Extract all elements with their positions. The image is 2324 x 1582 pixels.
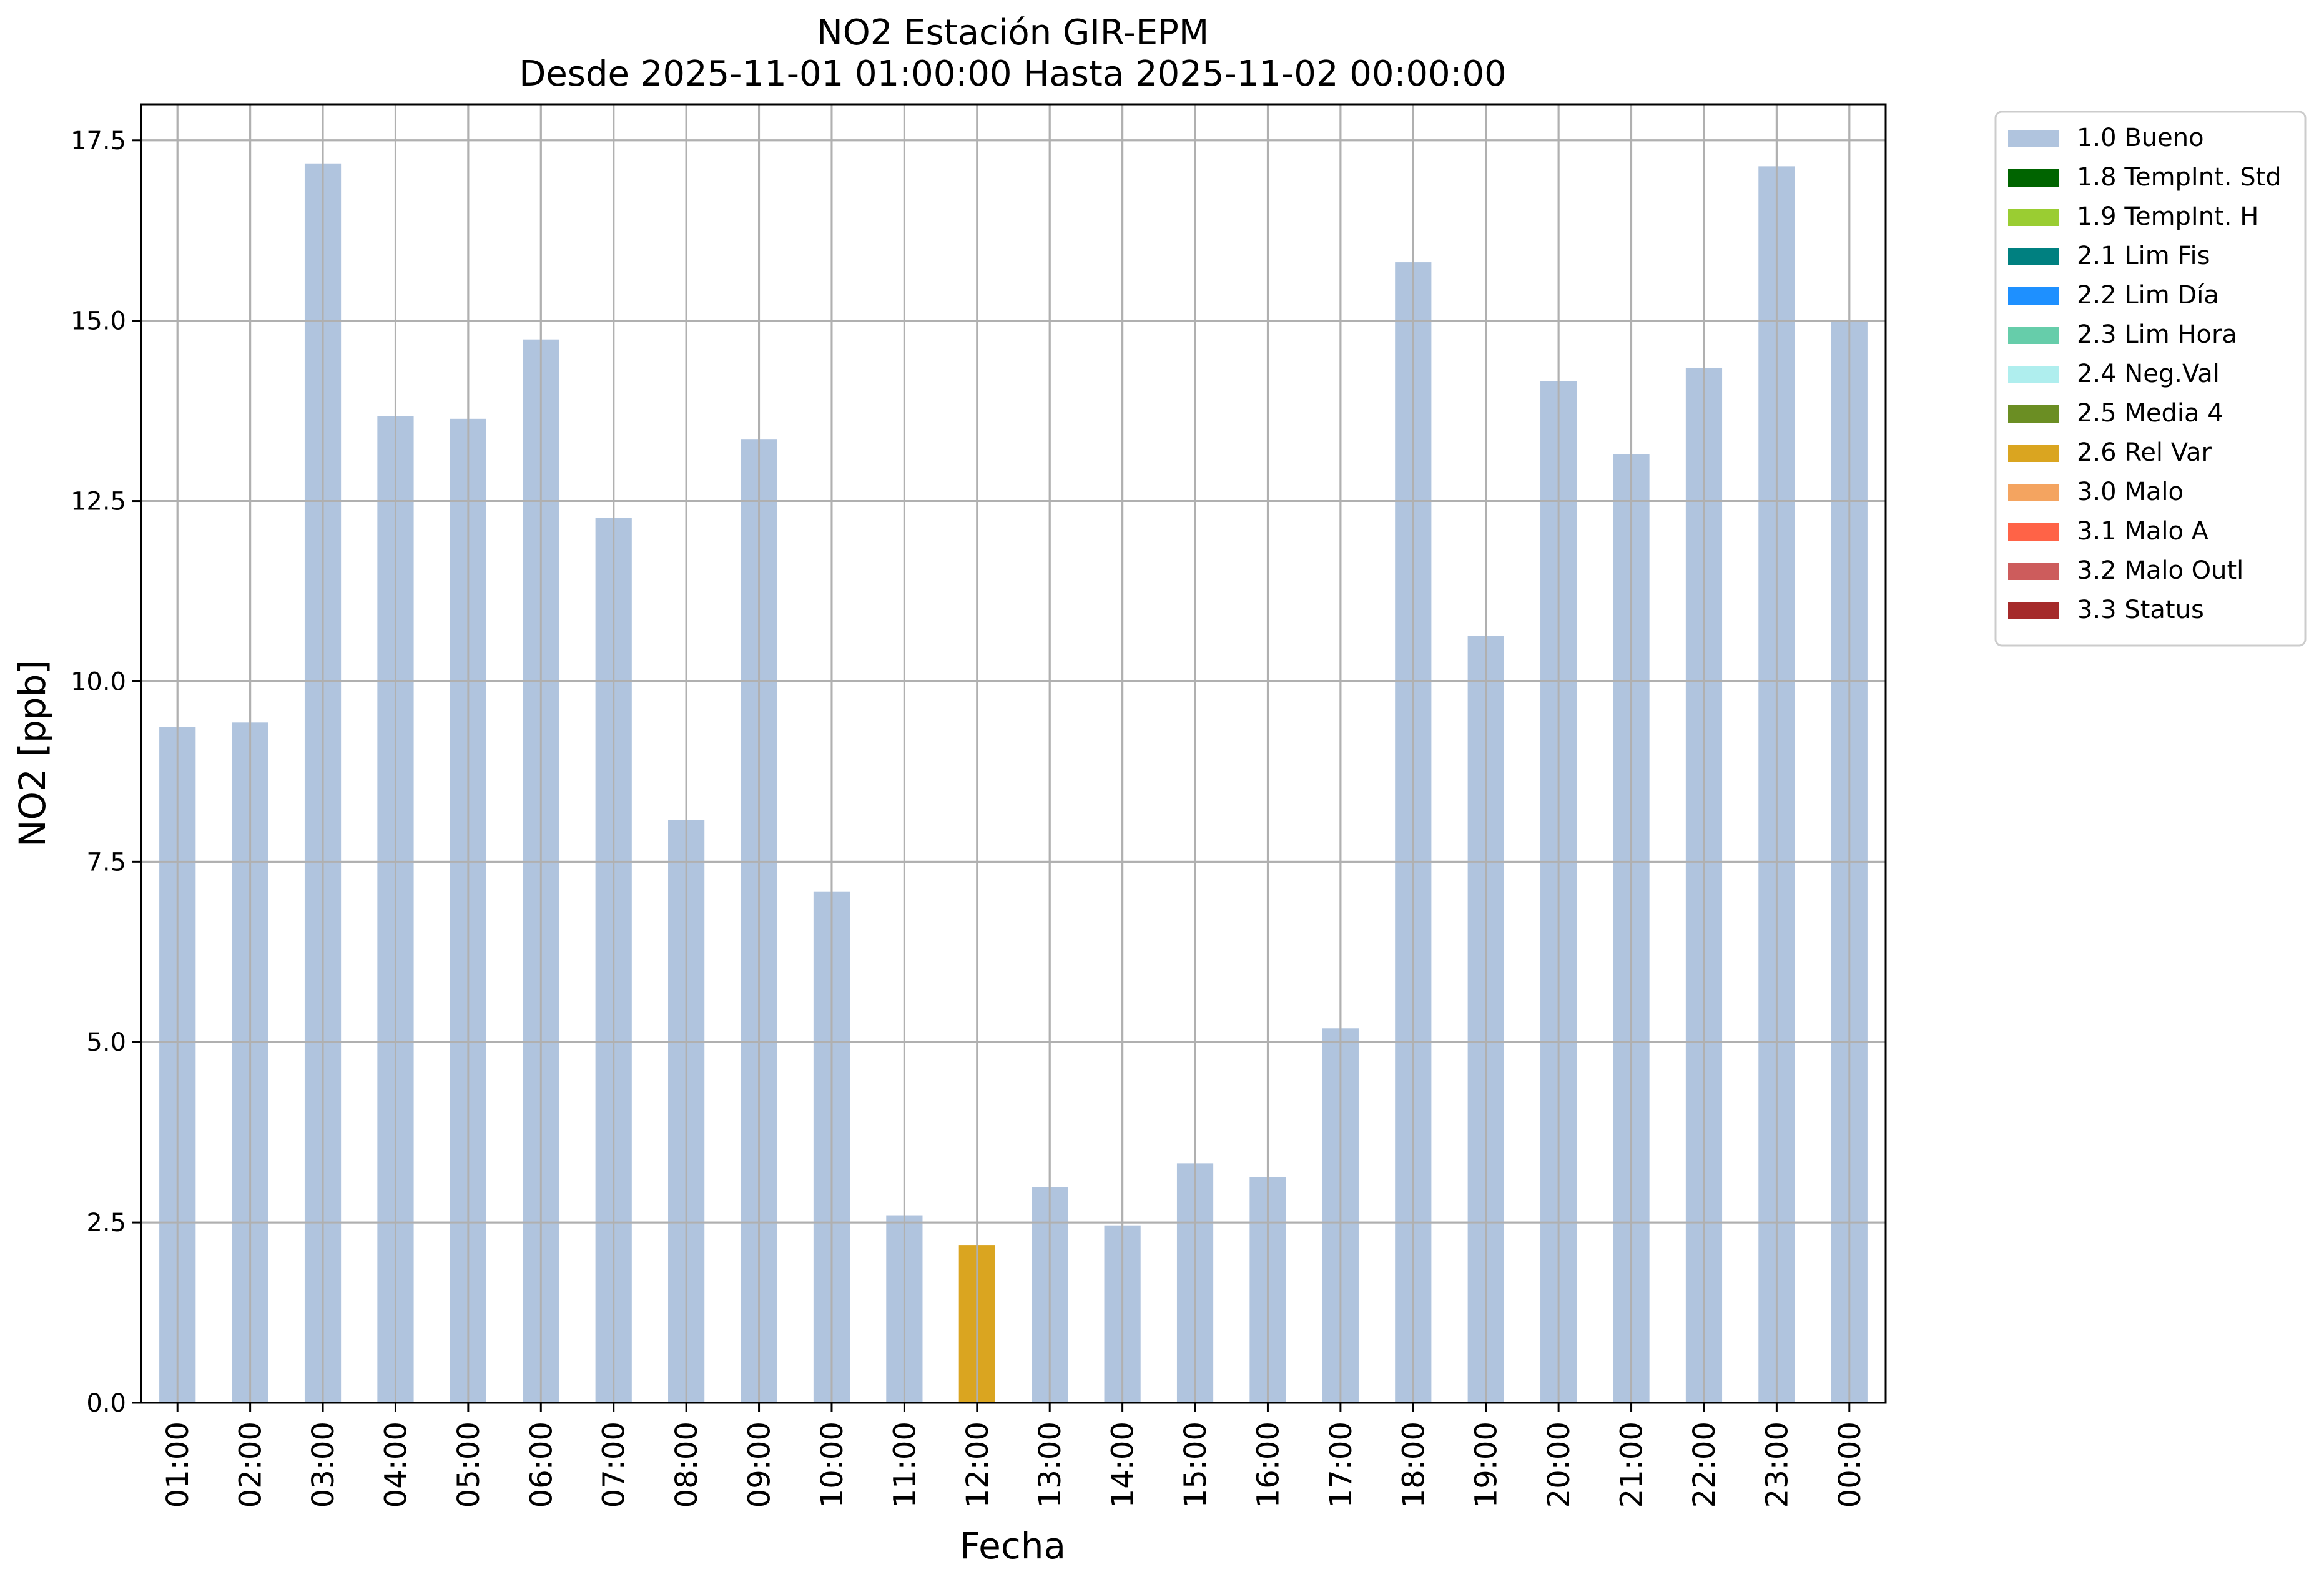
y-tick-label: 5.0 [86,1028,126,1057]
legend-swatch [2008,327,2059,344]
x-tick-label: 04:00 [378,1422,413,1508]
legend-label: 3.0 Malo [2077,478,2184,506]
legend-box [1994,111,2307,647]
x-tick-label: 22:00 [1687,1422,1722,1508]
x-tick-label: 23:00 [1760,1422,1795,1508]
legend-label: 2.4 Neg.Val [2077,360,2220,388]
x-tick-label: 11:00 [887,1422,922,1508]
y-tick-label: 15.0 [71,307,126,336]
y-axis-label: NO2 [ppb] [11,660,54,847]
x-tick-label: 07:00 [597,1422,632,1508]
legend-label: 2.2 Lim Día [2077,281,2219,310]
legend-label: 3.2 Malo Outl [2077,556,2243,585]
x-tick-label: 10:00 [815,1422,850,1508]
legend-swatch [2008,405,2059,423]
y-tick-label: 17.5 [71,127,126,155]
legend-swatch [2008,130,2059,147]
legend-label: 2.1 Lim Fis [2077,242,2210,270]
x-tick-label: 08:00 [669,1422,704,1508]
y-tick-label: 12.5 [71,488,126,516]
x-tick-label: 17:00 [1324,1422,1359,1508]
legend-swatch [2008,602,2059,619]
legend-label: 2.3 Lim Hora [2077,320,2237,349]
y-tick-label: 2.5 [86,1209,126,1237]
x-tick-label: 03:00 [306,1422,341,1508]
legend-label: 2.6 Rel Var [2077,438,2212,467]
x-tick-label: 20:00 [1542,1422,1577,1508]
x-tick-label: 02:00 [234,1422,268,1508]
legend-label: 3.1 Malo A [2077,517,2209,546]
legend-swatch [2008,209,2059,226]
x-tick-label: 12:00 [960,1422,995,1508]
x-tick-label: 14:00 [1106,1422,1141,1508]
y-axis-ticks: 0.0 2.5 5.0 7.5 10.0 12.5 15.0 17.5 [71,127,141,1418]
chart-title: NO2 Estación GIR-EPM [817,12,1209,53]
legend-swatch [2008,169,2059,187]
y-tick-label: 10.0 [71,667,126,696]
legend-swatch [2008,248,2059,265]
legend-swatch [2008,287,2059,305]
legend-swatch [2008,366,2059,383]
plot-frame [140,103,1887,1404]
x-axis-label: Fecha [960,1525,1066,1567]
x-axis-ticks: 01:00 02:00 03:00 04:00 05:00 06:00 07:00 08:00… [160,1403,1868,1508]
x-tick-label: 21:00 [1615,1422,1650,1508]
x-tick-label: 18:00 [1396,1422,1431,1508]
legend: 1.0 Bueno 1.8 TempInt. Std 1.9 TempInt. H 2… [1994,111,2307,647]
legend-swatch [2008,445,2059,462]
y-tick-label: 7.5 [86,848,126,877]
x-tick-label: 09:00 [742,1422,777,1508]
x-tick-label: 01:00 [160,1422,195,1508]
legend-swatch [2008,484,2059,501]
bars-group [141,104,1886,1404]
x-tick-label: 00:00 [1833,1422,1868,1508]
legend-label: 1.0 Bueno [2077,124,2204,152]
x-tick-label: 19:00 [1469,1422,1504,1508]
legend-swatch [2008,563,2059,580]
x-tick-label: 16:00 [1251,1422,1286,1508]
legend-label: 1.8 TempInt. Std [2077,163,2282,192]
legend-swatch [2008,523,2059,541]
y-tick-label: 0.0 [86,1389,126,1418]
chart-subtitle: Desde 2025-11-01 01:00:00 Hasta 2025-11-… [519,54,1507,94]
x-tick-label: 06:00 [524,1422,559,1508]
x-tick-label: 15:00 [1178,1422,1213,1508]
legend-label: 1.9 TempInt. H [2077,202,2258,231]
legend-label: 2.5 Media 4 [2077,399,2223,428]
legend-label: 3.3 Status [2077,596,2204,624]
x-tick-label: 05:00 [451,1422,486,1508]
x-tick-label: 13:00 [1033,1422,1068,1508]
